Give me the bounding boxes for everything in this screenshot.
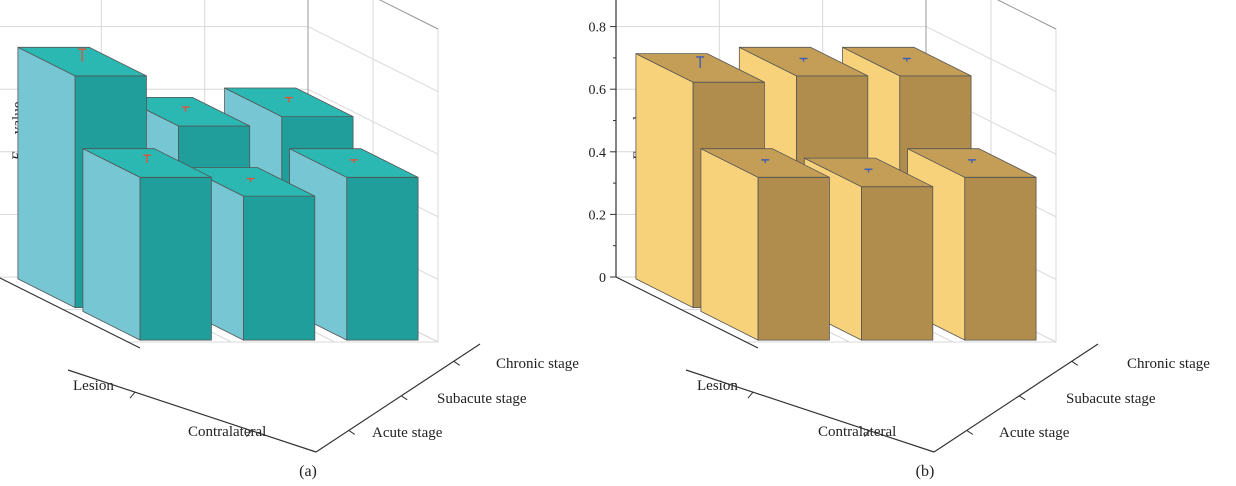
y-tick-label: 0.2 [589, 208, 607, 223]
floor-tick [246, 430, 252, 438]
floor-tick [1071, 360, 1079, 366]
bar-face-side [243, 195, 316, 341]
bars [635, 46, 1037, 341]
bar-face-side [964, 176, 1037, 341]
floor-axis-right [315, 343, 481, 453]
z-category-label: Chronic stage [496, 356, 579, 372]
floor-axes-a [67, 343, 481, 453]
panel-label: (a) [299, 463, 317, 480]
z-category-label: Chronic stage [1127, 356, 1210, 372]
floor-axes-b [685, 343, 1099, 453]
panel-label: (b) [916, 463, 935, 480]
panel-a: 0.00.20.40.60.81.0Exat valueLesionContra… [0, 0, 579, 480]
y-tick-label: 0.6 [589, 83, 607, 98]
x-axis-line [615, 276, 759, 349]
z-category-label: Acute stage [372, 425, 443, 441]
frame-top [378, 0, 439, 30]
bar-face-side [861, 186, 934, 341]
bar-face-top [82, 148, 212, 178]
bar-contralateral-acute-stage [700, 148, 830, 341]
x-category-label: Lesion [697, 378, 738, 394]
x-category-label: Lesion [73, 378, 114, 394]
floor-tick [401, 395, 408, 401]
floor-tick [864, 430, 870, 438]
bar-face-top [804, 157, 933, 188]
bar-face-top [635, 53, 765, 83]
y-tick-label: 0.8 [589, 21, 607, 36]
frame-top [996, 0, 1057, 30]
y-tick-label: 0.4 [589, 146, 607, 161]
floor-tick [129, 391, 136, 399]
x-axis-line [0, 277, 141, 349]
bar-face-front [700, 148, 759, 341]
bar-contralateral-acute-stage [82, 148, 212, 341]
floor-tick [453, 360, 461, 366]
y-axis: 00.20.40.60.81.0 [589, 21, 616, 286]
x-category-label: Contralateral [818, 424, 896, 440]
y-tick-label: 0 [599, 271, 606, 286]
bar-face-top [907, 148, 1037, 178]
z-category-label: Acute stage [999, 425, 1070, 441]
bar-face-side [346, 176, 419, 341]
bar-face-front [17, 46, 76, 309]
floor-axis-right [933, 343, 1099, 453]
bar-face-side [757, 176, 830, 341]
bars [17, 46, 419, 341]
floor-tick [1019, 395, 1026, 401]
z-category-label: Subacute stage [437, 391, 527, 407]
bar-face-top [289, 148, 419, 178]
floor-axis-left [67, 369, 317, 453]
panel-b: 00.20.40.60.81.0Exat valueLesionContrala… [589, 0, 1210, 480]
z-category-label: Subacute stage [1066, 391, 1156, 407]
floor-tick [966, 429, 974, 435]
bar-face-front [82, 148, 141, 341]
floor-tick [747, 391, 754, 399]
bar-face-side [139, 176, 212, 341]
bar-face-front [635, 52, 694, 309]
floor-tick [348, 429, 356, 435]
floor-axis-left [685, 369, 935, 453]
bar-face-top [700, 148, 830, 178]
